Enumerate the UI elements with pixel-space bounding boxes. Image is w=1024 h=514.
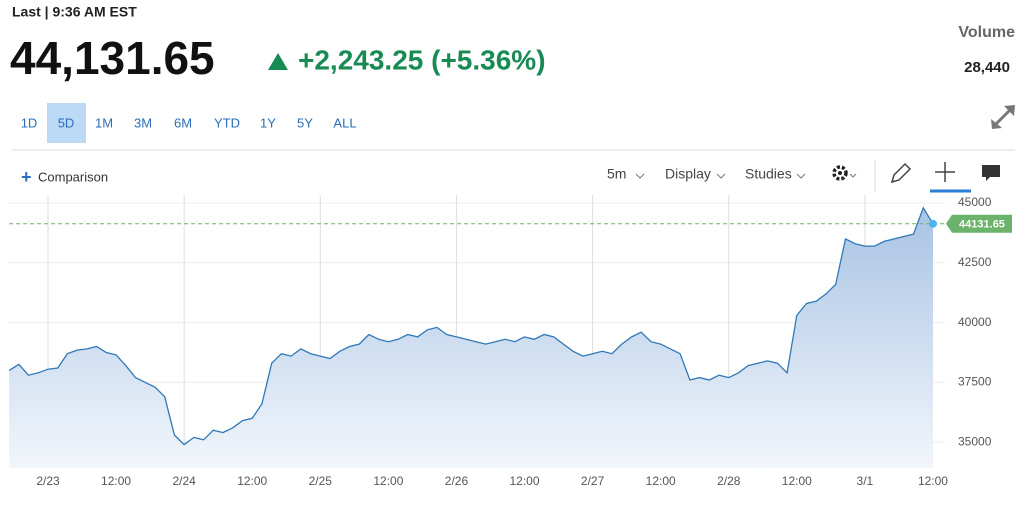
y-tick-label: 37500 [958,375,992,389]
volume: 28,440 [964,59,1010,76]
range-button[interactable]: YTD [214,115,240,130]
price-tag-label: 44131.65 [959,219,1005,231]
x-tick-label: 12:00 [918,474,948,488]
price-tag [946,214,1012,233]
x-tick-label: 2/23 [36,474,60,488]
x-tick-label: 2/24 [172,474,196,488]
y-tick-label: 40000 [958,315,992,329]
y-tick-label: 45000 [958,195,992,209]
x-tick-label: 12:00 [782,474,812,488]
chevron [635,173,645,179]
x-tick-label: 12:00 [373,474,403,488]
comment-icon[interactable] [982,165,1000,181]
x-tick-label: 2/27 [581,474,605,488]
chevron [796,173,806,179]
range-button[interactable]: 5D [58,115,75,130]
change: +2,243.25 (+5.36%) [298,44,546,75]
studies-button[interactable]: Studies [745,166,792,182]
x-tick-label: 12:00 [237,474,267,488]
settings-icon[interactable] [832,165,857,181]
range-button[interactable]: 1Y [260,115,276,130]
expand-icon[interactable] [991,105,1015,129]
crosshair-icon[interactable] [935,162,955,182]
x-tick-label: 2/26 [445,474,469,488]
y-tick-label: 42500 [958,255,992,269]
price: 44,131.65 [10,32,215,84]
plus-icon[interactable]: + [21,167,32,187]
x-tick-label: 12:00 [101,474,131,488]
selected-range [47,103,86,143]
range-button[interactable]: 1M [95,115,113,130]
draw-icon[interactable] [890,162,912,184]
chart: 35000 37500 40000 42500 45000 2/23 12:00 2/24 12… [8,195,1012,488]
range-button[interactable]: 6M [174,115,192,130]
area [9,207,934,469]
x-tick-label: 12:00 [510,474,540,488]
up-arrow [268,53,288,70]
chevron [716,173,726,179]
volume-label: Volume [958,24,1015,41]
last-time: Last | 9:36 AM EST [12,4,137,20]
last-point [928,219,937,228]
line [8,206,934,446]
comparison-button[interactable]: Comparison [38,169,108,184]
x-tick-label: 3/1 [857,474,874,488]
y-tick-label: 35000 [958,434,992,448]
display-button[interactable]: Display [665,166,711,182]
range-button[interactable]: ALL [333,115,356,130]
range-button[interactable]: 1D [21,115,38,130]
x-tick-label: 12:00 [646,474,676,488]
x-tick-label: 2/28 [717,474,741,488]
range-button[interactable]: 5Y [297,115,313,130]
interval-button[interactable]: 5m [607,166,626,182]
x-tick-label: 2/25 [309,474,333,488]
range-button[interactable]: 3M [134,115,152,130]
